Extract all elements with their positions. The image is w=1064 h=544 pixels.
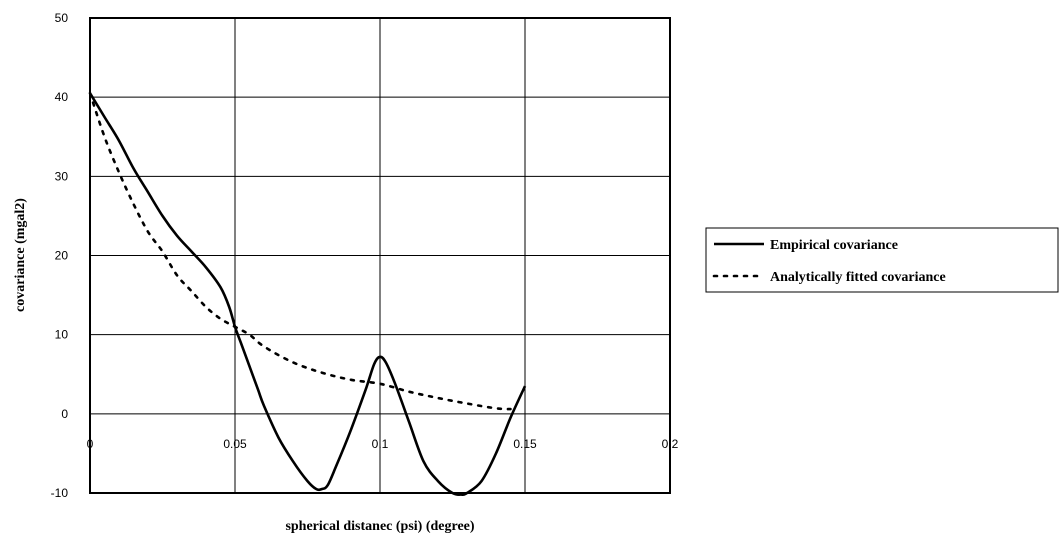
legend-label-fitted: Analytically fitted covariance: [770, 270, 946, 285]
legend-box: [705, 227, 1059, 293]
grid: [89, 17, 671, 494]
y-tick-label: 50: [55, 11, 69, 25]
series-line-fitted: [88, 91, 512, 411]
x-tick-label: 0.1: [372, 437, 389, 451]
y-axis-title: covariance (mgal2): [13, 198, 28, 312]
y-tick-label: 40: [55, 90, 69, 104]
y-tick-label: 30: [55, 169, 69, 183]
legend: Empirical covariance Analytically fitted…: [705, 227, 1059, 293]
x-axis-title: spherical distanec (psi) (degree): [285, 519, 474, 534]
x-tick-label: 0: [87, 437, 94, 451]
y-tick-label: 0: [61, 407, 68, 421]
legend-label-empirical: Empirical covariance: [770, 238, 898, 253]
x-tick-label: 0.05: [223, 437, 247, 451]
y-tick-label: 10: [55, 328, 69, 342]
series: [88, 91, 527, 496]
plot-area-border: [89, 17, 671, 494]
series-line-empirical: [88, 92, 527, 496]
y-tick-label: -10: [51, 486, 69, 500]
x-tick-label: 0.15: [513, 437, 537, 451]
y-tick-label: 20: [55, 249, 69, 263]
x-tick-label: 0.2: [662, 437, 679, 451]
tick-labels: -10 0 10 20 30 40 50 0 0.05 0.1 0.15 0.2: [51, 11, 679, 500]
